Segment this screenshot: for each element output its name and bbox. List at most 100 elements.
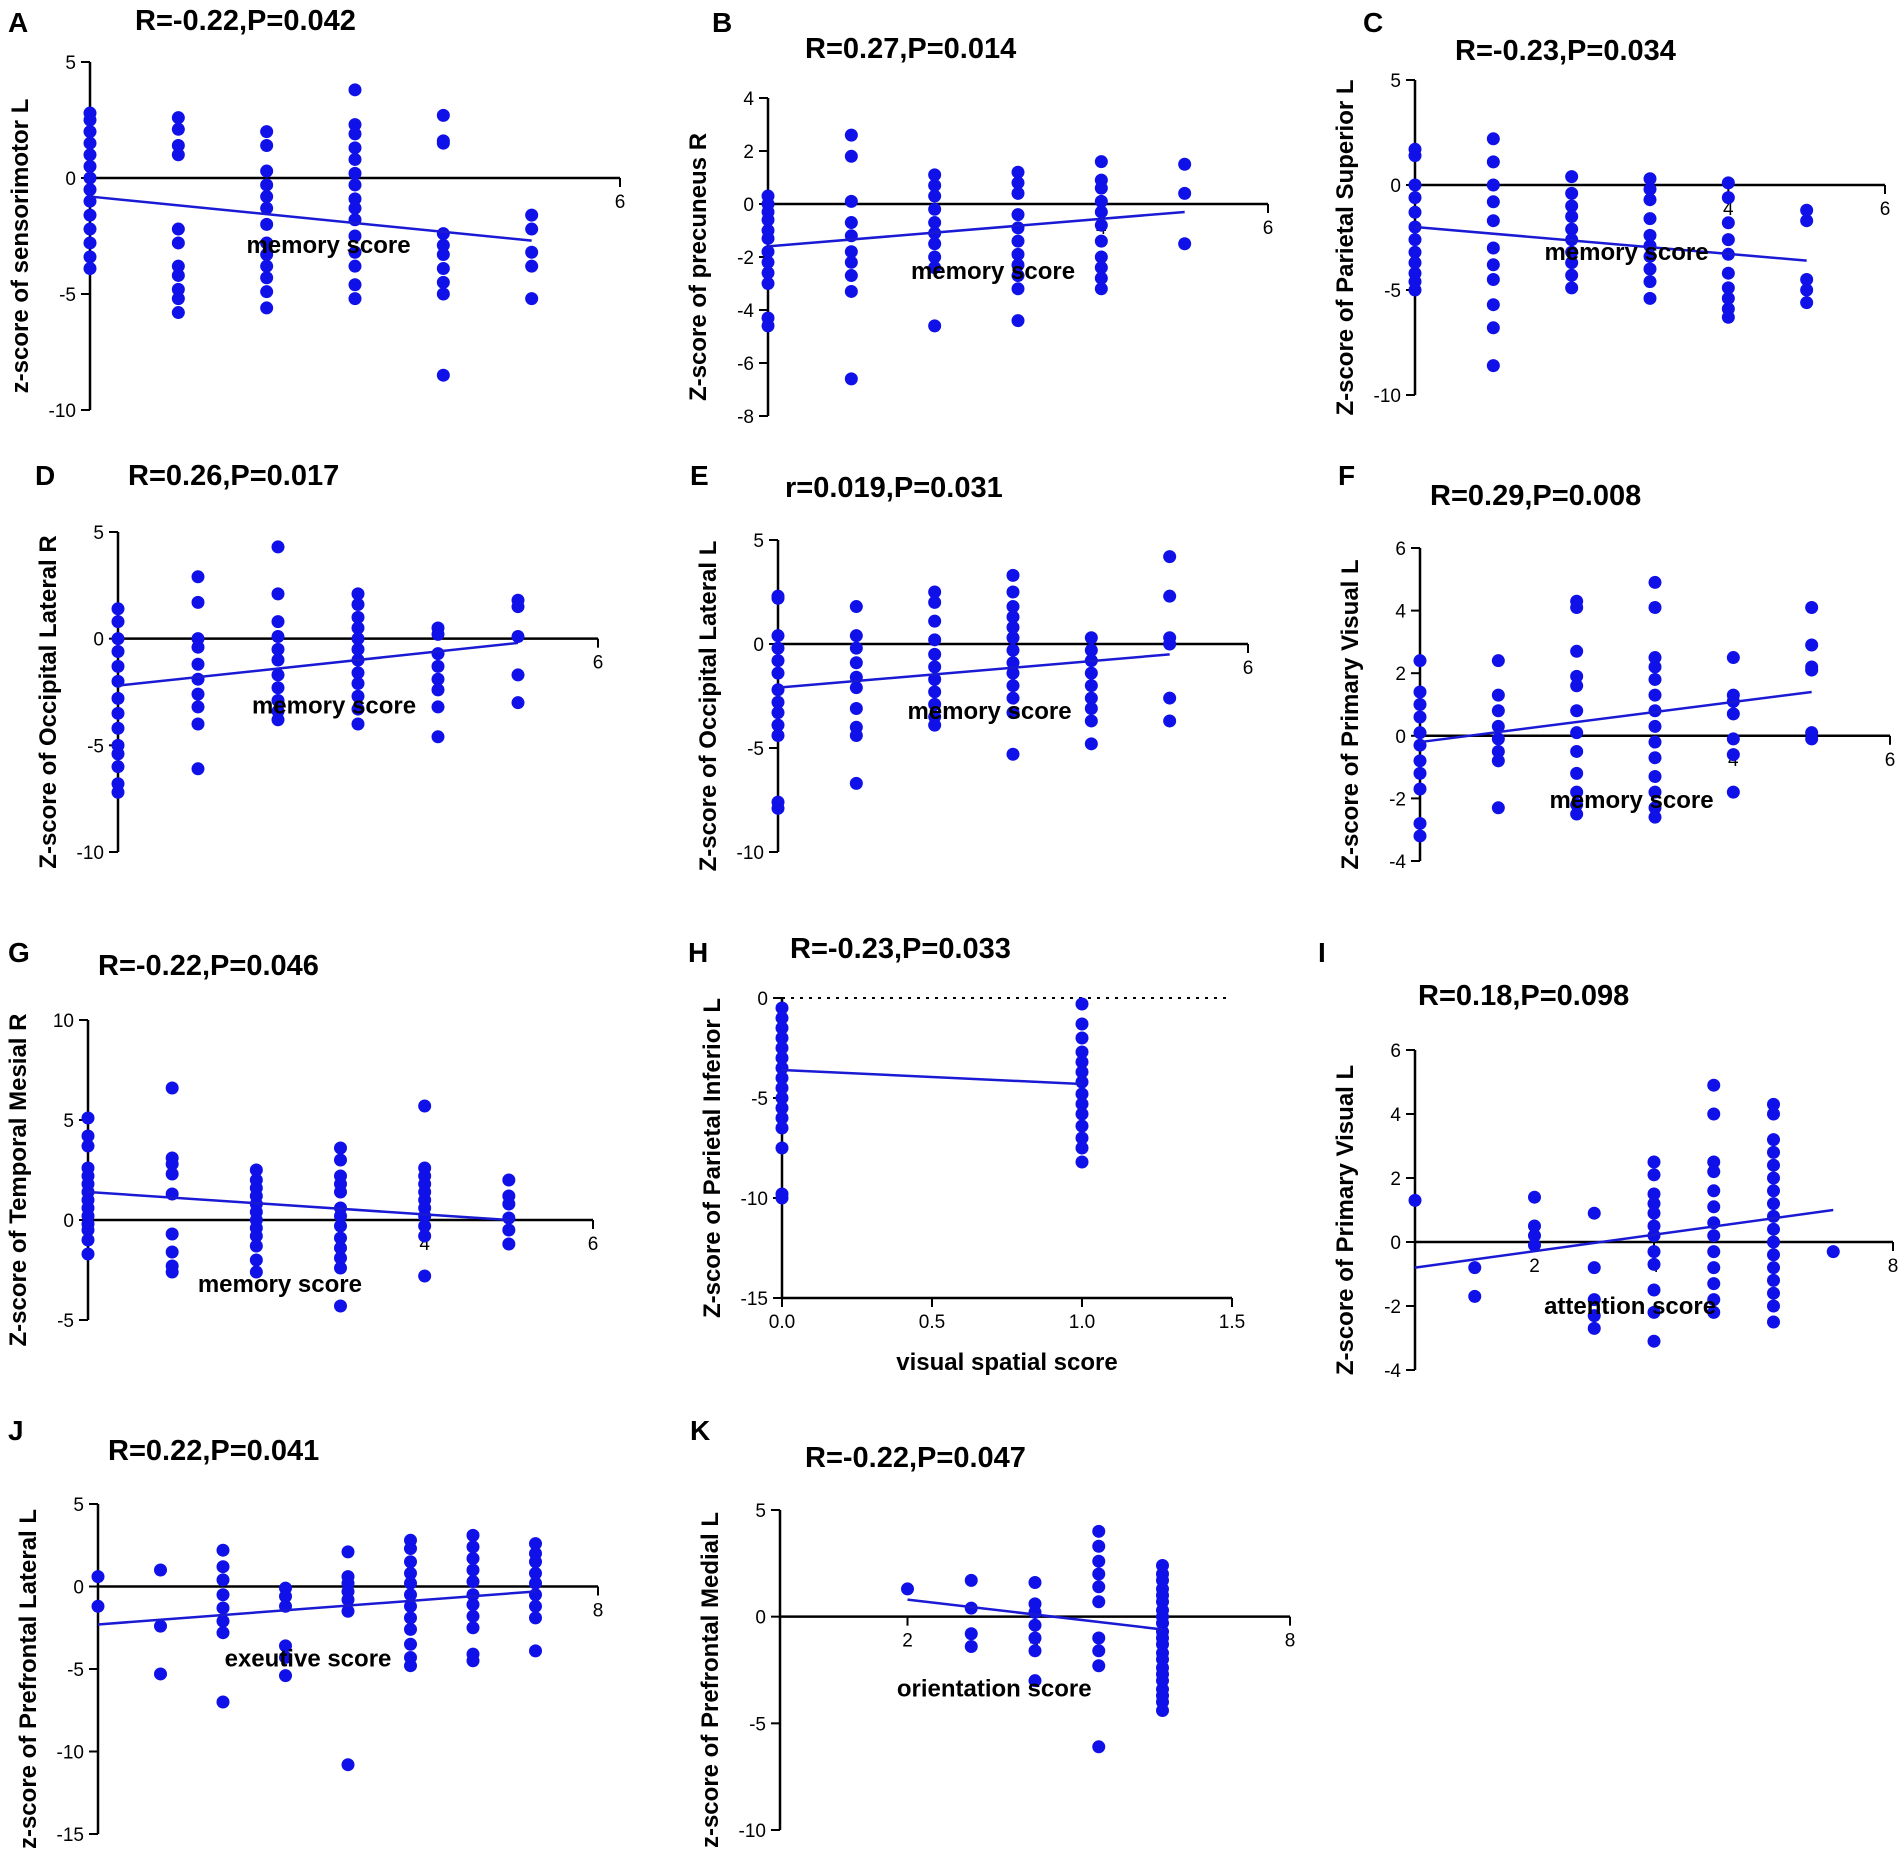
panel-a-x-label: memory score <box>246 232 410 259</box>
panel-f-point <box>1648 688 1662 702</box>
panel-c-point <box>1643 182 1657 196</box>
panel-b-y-label: Z-score of precuneus R <box>685 133 712 401</box>
panel-a-point <box>260 217 274 231</box>
panel-j-point <box>404 1588 417 1602</box>
panel-h-xtick-label: 1.5 <box>1219 1312 1245 1333</box>
panel-a-fit-line <box>89 195 532 242</box>
panel-j-point <box>466 1588 480 1602</box>
panel-i-point <box>1707 1200 1721 1214</box>
panel-j-point <box>404 1611 417 1625</box>
panel-e-point <box>849 776 863 790</box>
panel-b-point <box>844 194 858 208</box>
panel-d-point <box>351 689 365 703</box>
panel-f-point <box>1570 600 1584 614</box>
panel-j-point <box>529 1599 542 1613</box>
panel-b-point <box>1094 234 1108 248</box>
panel-f-ytick-label: 6 <box>1395 539 1406 560</box>
panel-d-ytick-label: 0 <box>93 630 104 651</box>
panel-e-point <box>1006 631 1020 645</box>
panel-b-point <box>844 372 858 386</box>
panel-h-x-label: visual spatial score <box>896 1349 1117 1376</box>
panel-i-point <box>1647 1283 1661 1297</box>
panel-j-point <box>341 1604 355 1618</box>
panel-k-point <box>964 1640 978 1654</box>
panel-e-point <box>1006 679 1020 693</box>
panel-k-xtick-label: 8 <box>1285 1631 1296 1652</box>
panel-h-title: R=-0.23,P=0.033 <box>790 933 1011 965</box>
panel-i-point <box>1767 1235 1780 1249</box>
panel-f-point <box>1413 654 1427 668</box>
panel-j-point <box>154 1563 167 1577</box>
panel-i-point <box>1707 1293 1721 1307</box>
panel-a-y-label: z-score of sensorimotor L <box>7 99 34 394</box>
panel-b-point <box>761 319 775 333</box>
panel-h-letter: H <box>688 937 708 968</box>
panel-c-point <box>1565 186 1579 200</box>
panel-e-point <box>1084 714 1098 728</box>
panel-b-point <box>928 178 942 192</box>
panel-b-ytick-label: -6 <box>737 354 754 375</box>
panel-h-point <box>775 1051 789 1065</box>
panel-j-point <box>216 1560 230 1574</box>
panel-a-point <box>348 127 362 141</box>
panel-d-point <box>351 717 365 731</box>
panel-d-fit-line <box>117 641 519 687</box>
panel-a-point <box>260 201 274 215</box>
panel-j-ytick-label: -5 <box>67 1660 84 1681</box>
panel-c-point <box>1408 205 1422 219</box>
panel-j-y-label: z-score of Prefrontal Lateral L <box>15 1509 42 1849</box>
panel-c-point <box>1643 228 1657 242</box>
panel-i-point <box>1707 1277 1721 1291</box>
panel-a-point <box>171 148 185 162</box>
panel-d-point <box>271 642 285 656</box>
panel-j-point <box>466 1598 480 1612</box>
panel-e-y-label: Z-score of Occipital Lateral L <box>695 541 722 872</box>
panel-a-point <box>348 152 362 166</box>
panel-f-point <box>1648 575 1662 589</box>
panel-b-point <box>1011 176 1025 190</box>
panel-d-point <box>271 653 285 667</box>
panel-j-point <box>216 1588 230 1602</box>
panel-j-xtick-label: 8 <box>593 1601 604 1622</box>
panel-d-point <box>271 615 285 629</box>
panel-a-point <box>436 275 450 289</box>
panel-k-point <box>1028 1618 1042 1632</box>
panel-d-point <box>271 540 285 554</box>
panel-a-point <box>83 113 97 127</box>
panel-h-point <box>1075 997 1089 1011</box>
panel-f-point <box>1648 651 1662 665</box>
panel-b-point <box>1094 205 1108 219</box>
panel-g-xtick-label: 6 <box>588 1234 599 1255</box>
panel-i-point <box>1587 1309 1601 1323</box>
panel-g-fit-line <box>87 1190 509 1222</box>
panel-a-point <box>348 118 362 132</box>
panel-f-point <box>1413 685 1427 699</box>
panel-f-point <box>1805 638 1819 652</box>
panel-a-point <box>348 229 362 243</box>
panel-k-x-label: orientation score <box>897 1676 1092 1703</box>
panel-f-letter: F <box>1338 460 1355 491</box>
panel-k-point <box>1092 1631 1106 1645</box>
panel-f-point <box>1726 785 1740 799</box>
panel-g-ytick-label: 5 <box>63 1111 74 1132</box>
panel-j-point <box>466 1654 480 1668</box>
panel-d-point <box>511 600 525 614</box>
panel-e-point <box>849 656 863 670</box>
panel-a-point <box>436 368 450 382</box>
panel-j-point <box>404 1659 417 1673</box>
panel-a-ytick-label: 5 <box>65 53 76 74</box>
panel-e-point <box>1006 620 1020 634</box>
panel-a-point <box>260 271 274 285</box>
panel-k-ytick-label: -10 <box>739 1821 766 1842</box>
panel-i-point <box>1647 1168 1661 1182</box>
panel-f-point <box>1570 766 1584 780</box>
panel-f-point <box>1491 654 1505 668</box>
panel-e-point <box>1084 631 1098 645</box>
panel-f-point <box>1491 754 1505 768</box>
panel-c-point <box>1408 256 1422 270</box>
panel-j-point <box>91 1570 105 1584</box>
panel-f-point <box>1648 810 1662 824</box>
panel-a-point <box>436 248 450 262</box>
panel-a-point <box>348 178 362 192</box>
panel-c-point <box>1800 214 1814 228</box>
